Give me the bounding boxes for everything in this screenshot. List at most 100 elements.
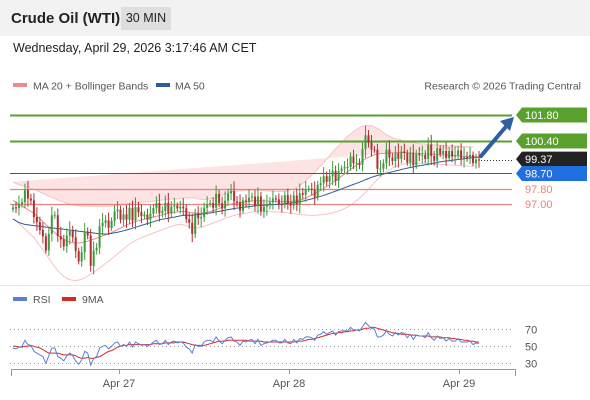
candle-body bbox=[71, 231, 74, 238]
candle-body bbox=[230, 191, 233, 194]
candle-body bbox=[262, 206, 265, 212]
candle-body bbox=[445, 151, 448, 159]
candle-body bbox=[259, 196, 262, 212]
candle-body bbox=[56, 215, 59, 236]
candle-body bbox=[188, 219, 191, 223]
bollinger-band-area bbox=[13, 125, 473, 207]
candle-body bbox=[206, 204, 209, 208]
candle-body bbox=[328, 176, 331, 182]
candle-body bbox=[361, 149, 364, 165]
x-tick-label: Apr 28 bbox=[273, 378, 305, 390]
rsi-axis: 70 50 30 bbox=[525, 325, 537, 371]
candle-body bbox=[176, 205, 179, 209]
candle-body bbox=[412, 152, 415, 166]
rsi-tick-label: 50 bbox=[525, 342, 537, 354]
candle-body bbox=[161, 210, 164, 214]
candle-body bbox=[125, 214, 128, 220]
rsi-ma-legend-label: 9MA bbox=[82, 294, 104, 306]
candle-body bbox=[289, 203, 292, 206]
candle-body bbox=[137, 207, 140, 213]
rsi-ma-line bbox=[13, 326, 479, 359]
candle-body bbox=[41, 230, 44, 237]
level-tags: 101.80 100.40 99.37 98.70 97.80 97.00 bbox=[516, 107, 587, 211]
candle-body bbox=[331, 170, 334, 177]
candle-body bbox=[379, 168, 382, 170]
candle-body bbox=[191, 222, 194, 234]
candle-body bbox=[227, 193, 230, 201]
candle-body bbox=[349, 156, 352, 167]
candle-body bbox=[466, 156, 469, 158]
x-axis-ticks: Apr 27 Apr 28 Apr 29 bbox=[103, 369, 475, 390]
instrument-title: Crude Oil (WTI) bbox=[11, 10, 121, 27]
candle-body bbox=[116, 209, 119, 212]
candle-body bbox=[83, 231, 86, 253]
pivot-tag-label: 98.70 bbox=[525, 169, 553, 181]
candle-body bbox=[224, 200, 227, 209]
bollinger-upper-line bbox=[12, 124, 474, 207]
candle-body bbox=[451, 151, 454, 157]
candle-body bbox=[134, 207, 137, 221]
candle-body bbox=[245, 200, 247, 202]
candle-body bbox=[122, 214, 125, 220]
copyright-label: Research © 2026 Trading Central bbox=[424, 81, 581, 93]
candle-body bbox=[376, 149, 379, 169]
candle-body bbox=[340, 168, 343, 171]
candle-body bbox=[248, 197, 250, 202]
candle-body bbox=[155, 202, 158, 208]
candle-body bbox=[233, 191, 236, 202]
candle-body bbox=[457, 150, 460, 156]
candle-body bbox=[388, 149, 391, 158]
candle-body bbox=[385, 149, 388, 164]
candle-body bbox=[89, 235, 92, 266]
candle-body bbox=[454, 155, 457, 157]
candle-body bbox=[143, 214, 146, 217]
candle-body bbox=[424, 154, 427, 159]
candle-body bbox=[433, 156, 436, 161]
candle-body bbox=[200, 217, 203, 219]
resistance-tag-label: 100.40 bbox=[525, 136, 559, 148]
candle-body bbox=[409, 152, 412, 163]
candle-body bbox=[355, 163, 358, 165]
candle-body bbox=[62, 239, 65, 247]
candle-body bbox=[18, 204, 20, 208]
candle-body bbox=[251, 196, 253, 198]
rsi-legend-label: RSI bbox=[33, 294, 51, 306]
rsi-tick-label: 30 bbox=[525, 359, 537, 371]
candle-body bbox=[35, 217, 38, 223]
candle-body bbox=[418, 153, 421, 156]
candle-body bbox=[107, 220, 110, 228]
candle-body bbox=[65, 235, 68, 247]
rsi-legend-swatch bbox=[13, 297, 27, 301]
candle-body bbox=[325, 176, 328, 182]
candle-body bbox=[391, 157, 394, 161]
resistance-tag-label: 101.80 bbox=[525, 110, 559, 122]
candle-body bbox=[164, 202, 167, 211]
x-tick-label: Apr 27 bbox=[103, 378, 135, 390]
candle-body bbox=[346, 166, 349, 168]
candle-body bbox=[298, 193, 301, 205]
candle-body bbox=[307, 188, 310, 190]
candle-body bbox=[95, 247, 98, 251]
candle-body bbox=[271, 198, 274, 203]
candle-body bbox=[59, 236, 62, 240]
interval-button[interactable]: 30 MIN bbox=[121, 7, 171, 30]
candle-body bbox=[370, 142, 373, 150]
candle-body bbox=[292, 195, 295, 206]
candle-body bbox=[277, 199, 280, 204]
candle-body bbox=[218, 193, 221, 204]
candle-body bbox=[295, 195, 298, 205]
support-tag-label: 97.80 bbox=[525, 184, 553, 196]
candle-body bbox=[364, 135, 367, 150]
candle-body bbox=[265, 204, 268, 207]
candle-body bbox=[32, 200, 35, 218]
ma20-legend-swatch bbox=[13, 83, 27, 87]
candle-body bbox=[140, 212, 143, 217]
candle-body bbox=[101, 222, 104, 227]
candle-body bbox=[77, 251, 80, 262]
candle-body bbox=[472, 154, 474, 164]
candle-body bbox=[254, 196, 256, 206]
candle-body bbox=[463, 156, 466, 159]
candle-body bbox=[158, 202, 161, 214]
candle-body bbox=[44, 236, 47, 251]
